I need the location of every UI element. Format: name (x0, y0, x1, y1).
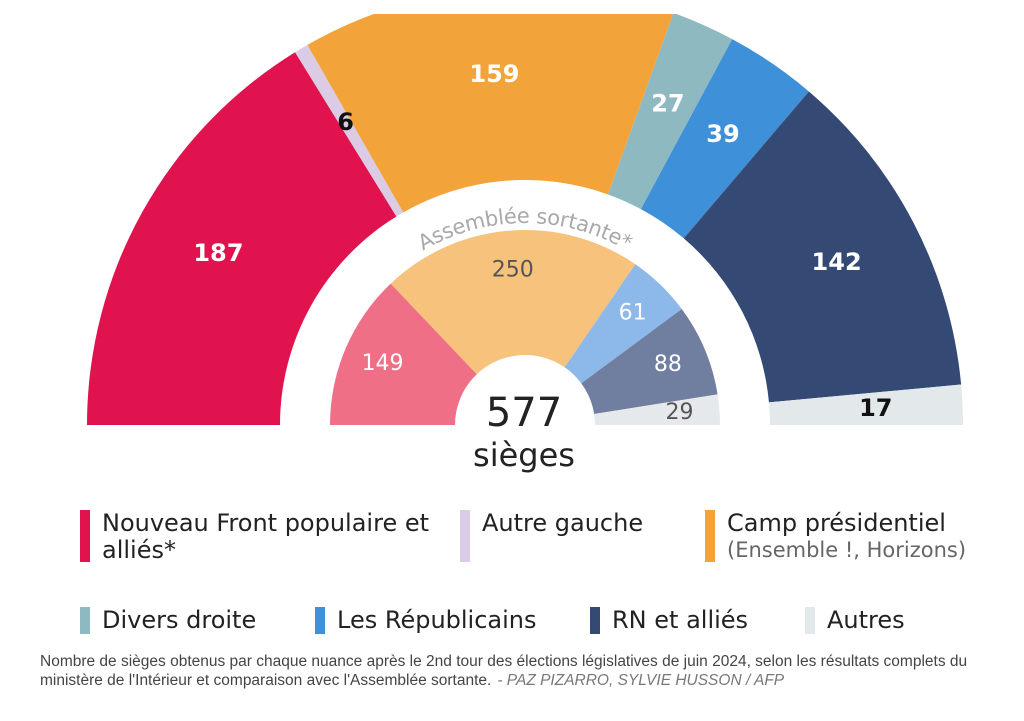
legend-item: Nouveau Front populaire et alliés* (80, 510, 432, 564)
seat-segment (87, 52, 397, 425)
legend-item: Autres (805, 607, 905, 634)
seat-label: 39 (706, 120, 739, 148)
caption-text: Nombre de sièges obtenus par chaque nuan… (40, 653, 968, 689)
legend-item: Divers droite (80, 607, 256, 634)
legend-label: Autres (827, 607, 905, 634)
legend-item: Autre gauche (460, 510, 643, 562)
seat-label: 29 (666, 400, 694, 425)
seat-label: 6 (337, 108, 354, 136)
seat-label: 61 (619, 300, 647, 325)
legend-swatch (80, 607, 90, 634)
legend-name: Autre gauche (482, 509, 644, 537)
seat-label: 187 (193, 239, 243, 267)
legend-swatch (80, 510, 90, 562)
legend-name: Les Républicains (337, 606, 537, 634)
seat-segment (683, 91, 962, 403)
legend-swatch (315, 607, 325, 634)
center-label: 577 (486, 390, 562, 436)
legend-item: Camp présidentiel (Ensemble !, Horizons) (705, 510, 966, 564)
seat-segment (768, 384, 963, 425)
legend-swatch (460, 510, 470, 562)
legend-label: Les Républicains (337, 607, 537, 634)
legend-name: Divers droite (102, 606, 257, 634)
legend-name: Autres (827, 606, 905, 634)
seat-segment (307, 14, 674, 213)
legend-swatch (805, 607, 815, 634)
legend-swatch (590, 607, 600, 634)
seat-segment (640, 39, 809, 239)
legend-label: RN et alliés (612, 607, 748, 634)
legend-label: Divers droite (102, 607, 256, 634)
seat-segment (608, 14, 733, 210)
seat-segment (564, 264, 682, 384)
legend-label: Camp présidentiel (Ensemble !, Horizons) (727, 510, 966, 564)
legend-name: Camp présidentiel (727, 509, 946, 537)
seat-segment (594, 394, 720, 425)
seat-label: 88 (654, 352, 682, 377)
legend-note: (Ensemble !, Horizons) (727, 538, 967, 562)
seat-segment (330, 283, 477, 425)
seat-segment (581, 309, 718, 414)
legend-label: Autre gauche (482, 510, 643, 537)
legend-swatch (705, 510, 715, 562)
caption-credit: - PAZ PIZARRO, SYLVIE HUSSON / AFP (497, 672, 785, 689)
seat-label: 142 (812, 248, 862, 276)
legend-name: RN et alliés (612, 606, 749, 634)
center-sublabel: sièges (473, 436, 575, 474)
seat-label: 250 (492, 257, 534, 282)
legend-item: RN et alliés (590, 607, 748, 634)
chart: Assemblée sortante* 577 sièges 187 6 159 27… (80, 14, 966, 634)
hemicycle: Assemblée sortante* 577 sièges 187615927… (87, 14, 963, 474)
seat-label: 149 (362, 351, 404, 376)
legend-name: Nouveau Front populaire et alliés* (102, 509, 430, 564)
seat-segment (390, 230, 636, 375)
legend-label: Nouveau Front populaire et alliés* (102, 510, 432, 564)
legend-item: Les Républicains (315, 607, 537, 634)
seat-label: 17 (859, 394, 892, 422)
caption: Nombre de sièges obtenus par chaque nuan… (40, 652, 1000, 690)
seat-segment (295, 44, 404, 217)
seat-label: 159 (469, 60, 519, 88)
seat-label: 27 (651, 89, 684, 117)
